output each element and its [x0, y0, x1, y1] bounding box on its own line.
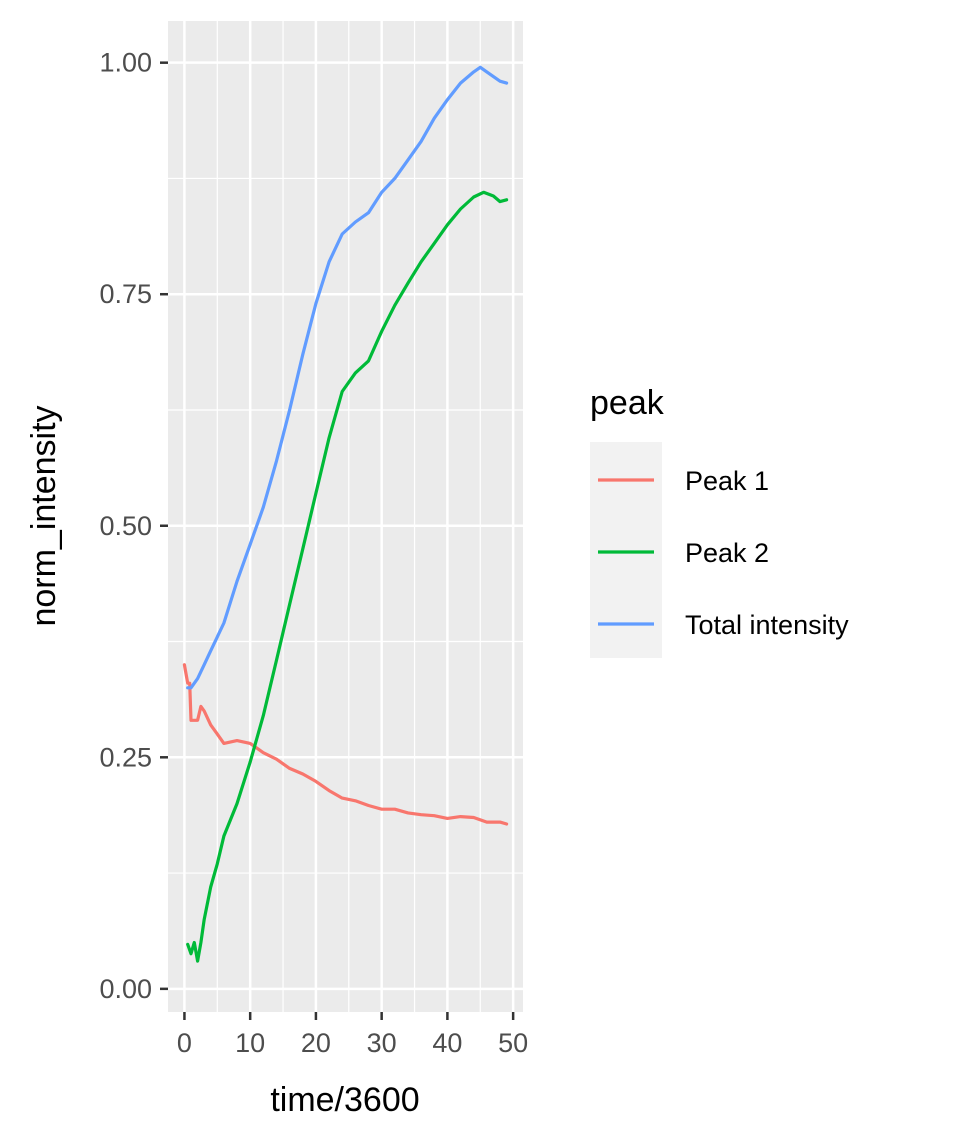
x-tick-label: 30 [367, 1028, 397, 1058]
y-tick-label: 0.25 [99, 742, 152, 772]
series-layer [182, 65, 509, 963]
legend: peak Peak 1 Peak 2 Total intensity [590, 384, 849, 658]
x-tick-label: 50 [498, 1028, 528, 1058]
legend-key-background [590, 442, 662, 658]
series-line-peak-1 [182, 663, 509, 826]
grid-minor [168, 21, 523, 1012]
y-tick-label: 0.75 [99, 279, 152, 309]
legend-label-total-intensity: Total intensity [685, 610, 849, 640]
x-tick-label: 20 [301, 1028, 331, 1058]
legend-label-peak-1: Peak 1 [685, 466, 769, 496]
legend-title: peak [590, 384, 665, 422]
series-line-total-intensity [186, 65, 509, 690]
y-tick-label: 0.00 [99, 974, 152, 1004]
x-tick-label: 0 [177, 1028, 192, 1058]
legend-keys [598, 478, 654, 626]
legend-label-peak-2: Peak 2 [685, 538, 769, 568]
axes: 0 10 20 30 40 50 0.00 0.25 0.50 0.75 1.00 [99, 48, 528, 1058]
plot-panel [168, 21, 523, 1012]
grid-major [168, 21, 523, 1012]
y-tick-label: 1.00 [99, 48, 152, 78]
y-tick-label: 0.50 [99, 511, 152, 541]
series-line-peak-2 [186, 190, 509, 963]
y-axis-title: norm_intensity [25, 405, 63, 626]
x-axis-title: time/3600 [270, 1081, 419, 1119]
x-tick-label: 40 [432, 1028, 462, 1058]
x-tick-label: 10 [235, 1028, 265, 1058]
